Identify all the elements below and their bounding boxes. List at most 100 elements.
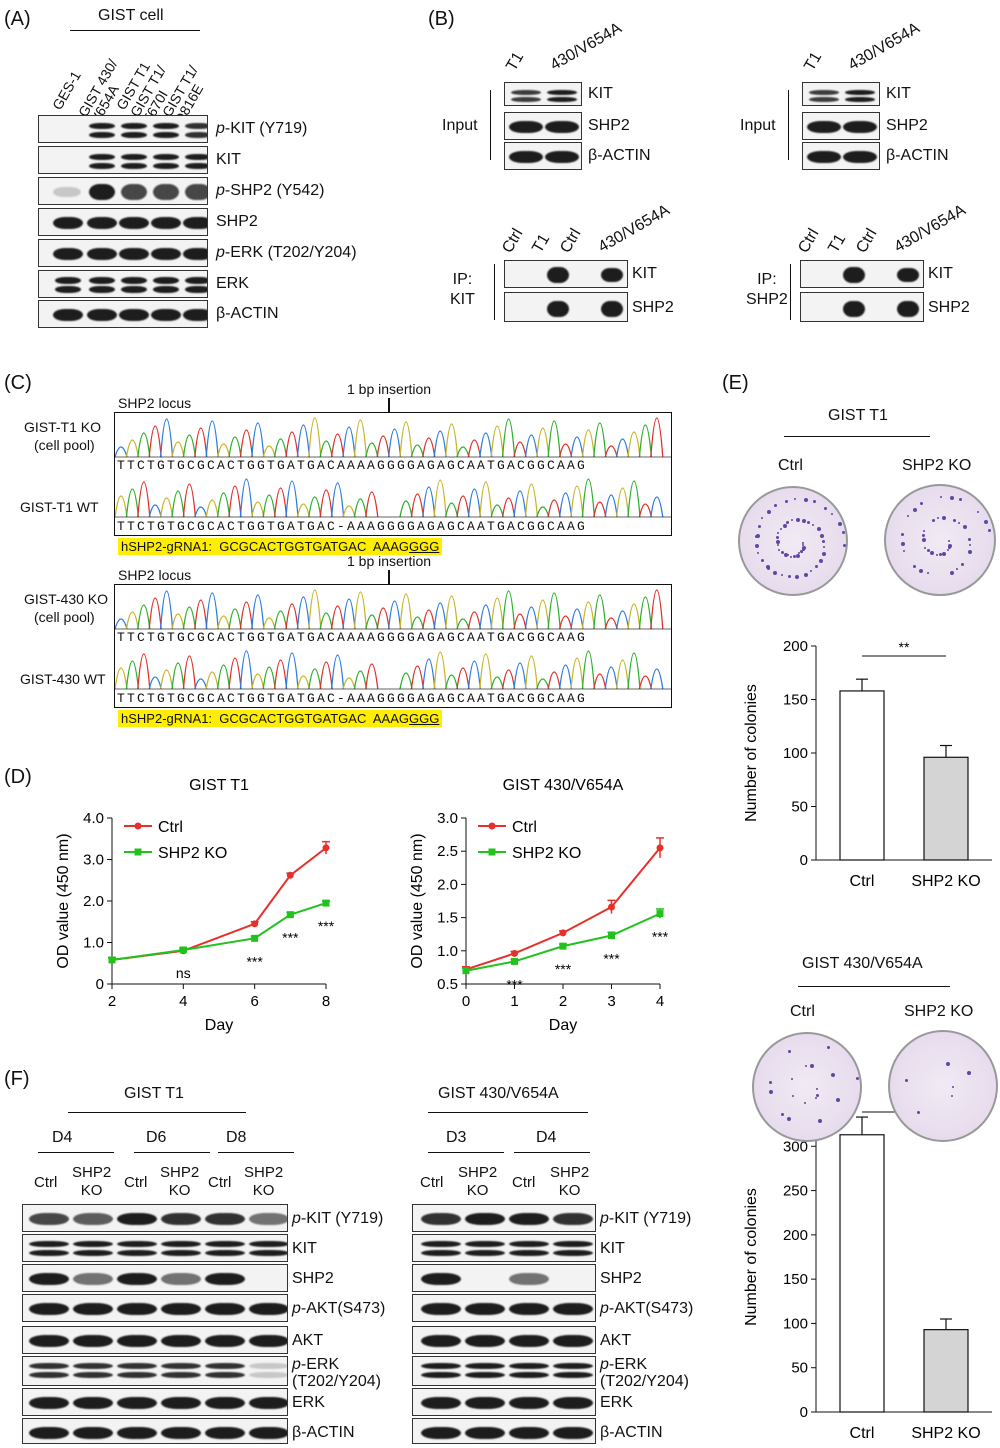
c-trace-peak	[399, 500, 413, 518]
e-colony	[936, 517, 939, 520]
c-trace-peak	[433, 479, 447, 518]
e-colony	[790, 555, 793, 558]
f-right-blot-row-band	[553, 1427, 593, 1439]
c-trace-peak	[273, 487, 288, 518]
a-row-label-text: SHP2	[216, 213, 258, 230]
a-blot-row-band	[89, 286, 115, 293]
f-left-day-line	[38, 1152, 114, 1153]
d-legend-label: SHP2 KO	[512, 845, 581, 862]
c-trace-peak	[285, 431, 299, 458]
c-trace-peak	[125, 611, 140, 630]
f-right-blot-row-band	[421, 1335, 461, 1347]
c-trace-peak	[228, 485, 242, 518]
f-left-lane: SHP2 KO	[160, 1164, 200, 1199]
c-sequence-box: TTCTGTGCGCACTGGTGATGACAAAAGGGGAGAGCAATGA…	[114, 584, 672, 708]
a-row-label-italic: p	[216, 244, 225, 261]
d-chart: GIST 430/V654A 0.5 1.0 1.5 2.0 2.5 3.0 0 1 2 3 4 Day…	[409, 777, 669, 1034]
b-input-blot	[504, 112, 582, 140]
e-colony	[922, 530, 925, 532]
c-trace-peak	[330, 433, 345, 458]
f-left-blot-row-band	[205, 1335, 245, 1347]
d-chart-title: GIST T1	[189, 777, 249, 794]
f-left-blot-row-band	[117, 1273, 157, 1285]
c-trace-peak	[604, 494, 618, 518]
c-chromatogram	[115, 589, 671, 690]
e-colony	[831, 513, 834, 516]
c-trace-peak	[159, 497, 174, 518]
f-right-title: GIST 430/V654A	[438, 1085, 559, 1102]
e-colony	[966, 1071, 971, 1076]
c-trace-peak	[410, 616, 425, 630]
c-trace-peak	[115, 667, 128, 690]
c-trace-peak	[148, 504, 162, 518]
panel-label-b: (B)	[428, 8, 455, 30]
f-right-blot-row-band	[421, 1372, 461, 1378]
e-colony	[836, 1098, 841, 1103]
e-colony	[779, 527, 782, 530]
c-trace-peak	[342, 677, 356, 690]
f-left-blot-row-band	[73, 1213, 113, 1225]
b-ip-lane-label: Ctrl	[853, 225, 881, 256]
f-left-blot-row-band	[249, 1335, 287, 1347]
a-blot-row-band	[119, 217, 149, 229]
e-colony	[793, 554, 797, 558]
c-trace-peak	[148, 676, 162, 690]
f-right-lane: SHP2 KO	[458, 1164, 498, 1199]
f-left-blot-row-band	[205, 1427, 245, 1439]
f-left-blot-row-band	[161, 1363, 201, 1369]
f-right-blot-row-band	[421, 1241, 461, 1247]
c-trace-peak	[479, 653, 493, 690]
b-input-blot-band	[845, 97, 875, 102]
e-colony	[962, 525, 967, 530]
a-blot-row	[38, 177, 208, 205]
c-ko-label: GIST-T1 KO	[24, 419, 102, 435]
f-left-day: D8	[226, 1129, 247, 1146]
e-colony	[823, 506, 827, 510]
f-right-row-label-italic: p	[600, 1210, 609, 1227]
a-blot-row	[38, 146, 208, 174]
a-blot-row-band	[151, 309, 181, 321]
e-category-label: Ctrl	[850, 1425, 875, 1442]
c-trace-peak	[524, 655, 539, 690]
f-left-row-label: AKT	[292, 1332, 323, 1349]
c-trace-peak	[547, 671, 561, 690]
e-top-ko: SHP2 KO	[902, 457, 972, 474]
c-trace-peak	[593, 501, 607, 518]
b-ip-row-label: KIT	[928, 265, 953, 282]
c-grna-highlight: hSHP2-gRNA1: GCGCACTGGTGATGAC AAAGGGG	[118, 710, 443, 727]
c-trace-peak	[308, 496, 322, 518]
c-trace-peak	[399, 421, 413, 458]
c-trace-peak	[182, 655, 197, 690]
c-trace-peak	[456, 495, 470, 518]
b-input-row-label: SHP2	[886, 117, 928, 134]
e-colony	[983, 519, 988, 524]
b-ip-lane-label: Ctrl	[499, 225, 527, 256]
f-left-row-label: p-ERK (T202/Y204)	[292, 1356, 381, 1390]
c-trace-peak	[547, 499, 561, 518]
d-point-ctrl	[251, 920, 259, 928]
c-trace-peak	[285, 603, 299, 630]
a-blot-row-band	[89, 154, 115, 160]
f-right-blot-row-band	[509, 1335, 549, 1347]
e-colony	[940, 496, 942, 498]
f-right-blot-row-band	[553, 1335, 593, 1347]
f-left-blot-row	[22, 1234, 288, 1262]
e-top-title: GIST T1	[828, 407, 888, 424]
d-point-ko	[179, 946, 187, 954]
b-input-blot-band	[845, 90, 875, 95]
c-trace-peak	[228, 657, 242, 690]
c-trace-peak	[216, 492, 231, 518]
c-trace-peak	[422, 437, 436, 458]
f-left-day: D6	[146, 1129, 167, 1146]
f-left-blot-row-band	[73, 1273, 113, 1285]
e-bottom-ko: SHP2 KO	[904, 1003, 974, 1020]
panel-label-d: (D)	[4, 766, 32, 788]
b-input-blot-band	[843, 121, 877, 133]
c-trace-peak	[137, 432, 151, 458]
c-trace-peak	[159, 590, 174, 630]
c-trace-peak	[513, 441, 527, 458]
c-trace-peak	[296, 424, 311, 458]
c-trace-peak	[422, 658, 436, 690]
e-category-label: SHP2 KO	[911, 873, 980, 890]
a-blot-row-band	[121, 163, 147, 169]
